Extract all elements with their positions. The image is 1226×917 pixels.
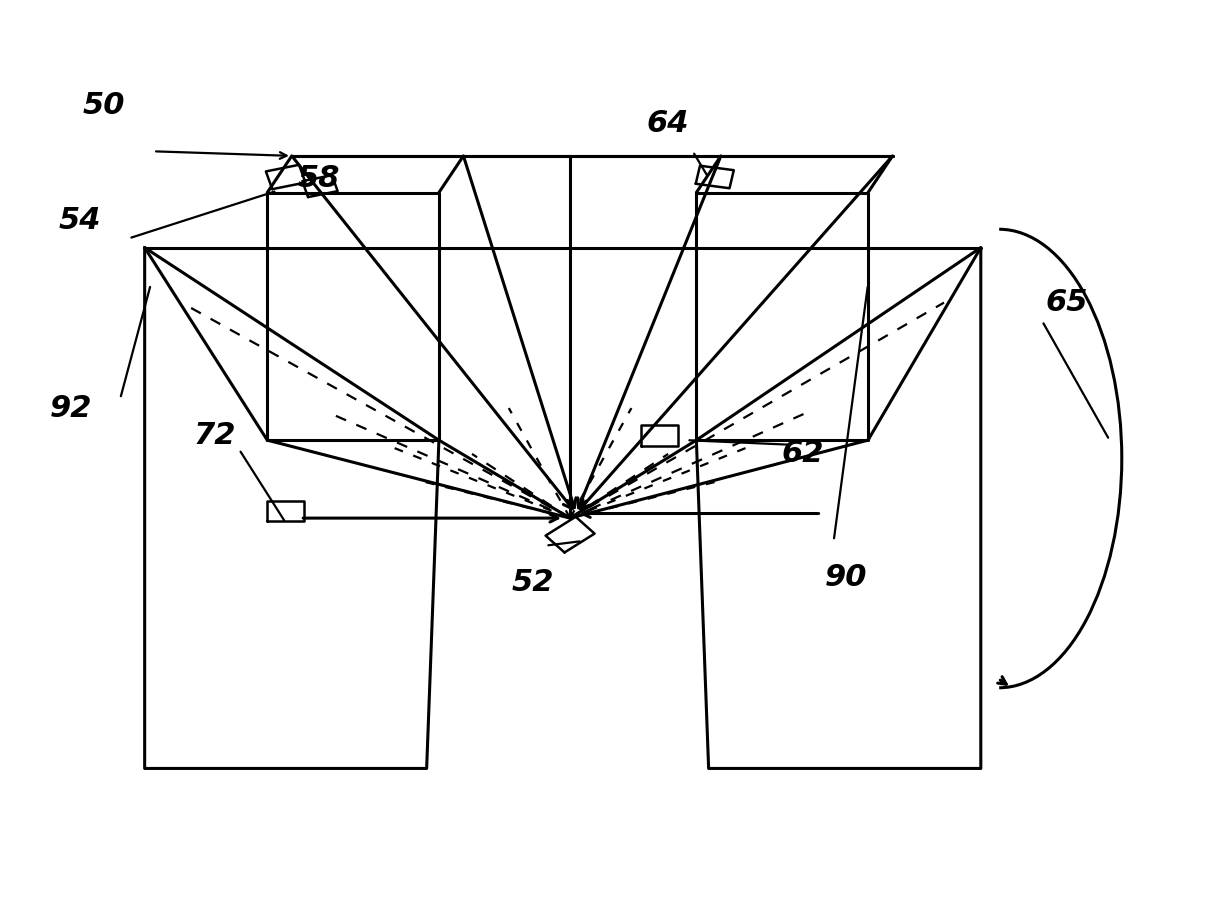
Text: 92: 92: [50, 393, 92, 423]
Text: 52: 52: [512, 568, 554, 597]
Text: 50: 50: [83, 91, 125, 120]
Text: 54: 54: [59, 205, 101, 235]
Text: 65: 65: [1046, 288, 1087, 317]
Text: 72: 72: [194, 421, 235, 450]
Text: 58: 58: [298, 164, 340, 193]
Text: 62: 62: [782, 439, 824, 469]
Text: 90: 90: [825, 563, 867, 592]
Text: 64: 64: [647, 109, 689, 138]
